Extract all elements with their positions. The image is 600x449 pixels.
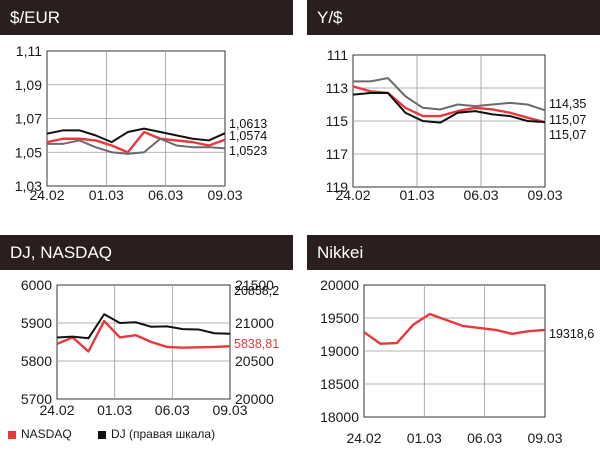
x-tick-label: 01.03 [89, 187, 124, 203]
legend-swatch [8, 430, 16, 439]
x-tick-label: 09.03 [207, 187, 242, 203]
end-value-label: 19318,6 [549, 327, 594, 341]
x-tick-label: 09.03 [212, 402, 247, 418]
y-tick-label: 6000 [21, 277, 52, 293]
end-value-label: 115,07 [549, 128, 586, 142]
legend-swatch [98, 430, 106, 439]
x-tick-label: 06.03 [467, 430, 502, 446]
y-tick-label: 115 [326, 113, 349, 129]
y-tick-label: 117 [326, 146, 349, 162]
end-value-label: 1,0613 [229, 117, 267, 131]
y-tick-label: 1,09 [15, 77, 42, 93]
y-tick-label: 18000 [320, 409, 359, 425]
chart-title: DJ, NASDAQ [0, 235, 293, 270]
legend-item-nasdaq: NASDAQ [8, 427, 72, 441]
series-line [46, 130, 226, 154]
chart-title: Y/$ [307, 0, 600, 35]
y-tick-label: 5800 [21, 353, 52, 369]
chart-nikkei: 20000 19500 19000 18500 18000 24.02 01.03 06.03… [320, 277, 594, 446]
y-tick-label: 18500 [320, 376, 359, 392]
end-value-label: 114,35 [549, 97, 586, 111]
legend: NASDAQ DJ (правая шкала) [0, 425, 300, 445]
y-tick-label: 1,03 [15, 178, 42, 194]
chart-title: $/EUR [0, 0, 293, 35]
x-tick-label: 06.03 [463, 187, 498, 203]
chart-dj-nasdaq: 6000 5900 5800 5700 21500 21000 20500 20000 24.0… [21, 277, 279, 418]
x-tick-label: 24.02 [346, 430, 381, 446]
y-tick-label-right: 20000 [235, 391, 274, 407]
series-line [47, 137, 226, 155]
y-tick-label: 20000 [320, 277, 359, 293]
y-tick-label: 19500 [320, 310, 359, 326]
series-line [352, 91, 546, 124]
end-value-label: 115,07 [549, 113, 586, 127]
plot-frame [56, 284, 231, 400]
series-line [353, 77, 546, 112]
legend-label: DJ (правая шкала) [111, 427, 216, 441]
x-tick-label: 06.03 [155, 402, 190, 418]
series-line [46, 127, 226, 144]
legend-label: NASDAQ [21, 427, 72, 441]
x-tick-label: 01.03 [399, 187, 434, 203]
y-tick-label: 5900 [21, 315, 52, 331]
y-tick-label: 19000 [320, 343, 359, 359]
x-tick-label: 06.03 [148, 187, 183, 203]
x-tick-label: 01.03 [407, 430, 442, 446]
y-tick-label: 111 [327, 47, 348, 63]
x-tick-label: 09.03 [527, 430, 562, 446]
y-tick-label: 1,07 [15, 111, 42, 127]
x-tick-label: 24.02 [29, 187, 64, 203]
x-tick-label: 24.02 [335, 187, 370, 203]
end-value-label: 1,0574 [229, 129, 267, 143]
y-tick-label-right: 21500 [235, 277, 274, 293]
y-tick-label-right: 21000 [235, 315, 274, 331]
x-tick-label: 24.02 [39, 402, 74, 418]
y-tick-label-right: 20500 [235, 353, 274, 369]
series-line [56, 313, 231, 340]
legend-item-dj: DJ (правая шкала) [98, 427, 215, 441]
series-line [56, 319, 231, 353]
y-tick-label: 1,05 [15, 144, 42, 160]
end-value-label: 20858,2 [234, 284, 279, 298]
y-tick-label: 119 [326, 179, 349, 195]
x-tick-label: 01.03 [97, 402, 132, 418]
y-tick-label: 113 [326, 80, 349, 96]
series-line [363, 312, 546, 345]
end-value-label: 1,0523 [229, 144, 267, 158]
y-tick-label: 1,11 [16, 43, 42, 59]
x-tick-label: 09.03 [527, 187, 562, 203]
chart-title: Nikkei [307, 235, 600, 270]
end-value-label: 5838,81 [234, 337, 279, 351]
y-tick-label: 5700 [21, 391, 52, 407]
